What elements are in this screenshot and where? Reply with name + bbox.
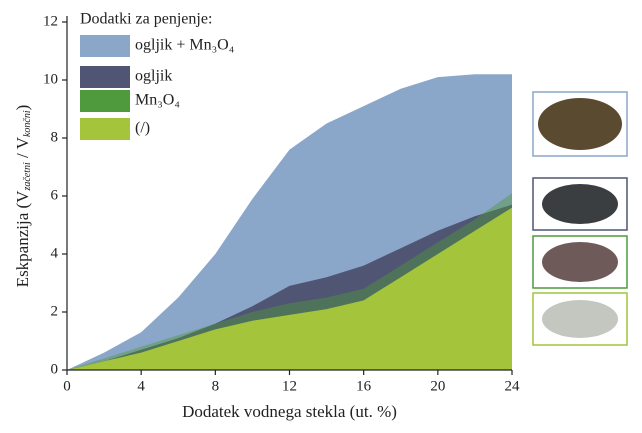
- y-axis-title-part: Eskpanzija (V: [13, 190, 32, 287]
- x-axis-title: Dodatek vodnega stekla (ut. %): [182, 402, 397, 421]
- legend-label: (/): [135, 120, 150, 137]
- legend-label: Mn₃O₄: [135, 92, 180, 109]
- y-axis-title-part: končni: [22, 110, 33, 137]
- x-tick-label: 16: [356, 378, 372, 394]
- x-tick-label: 8: [212, 378, 220, 394]
- y-axis-title-part: ): [13, 105, 32, 111]
- y-tick-label: 6: [51, 187, 59, 203]
- photos: [532, 91, 628, 346]
- y-axis-title: Eskpanzija (Vzačetni / Vkončni): [13, 105, 33, 288]
- x-tick-label: 24: [505, 378, 521, 394]
- legend-label: ogljik: [135, 68, 172, 85]
- y-tick-label: 12: [43, 13, 58, 29]
- legend-swatch: [80, 90, 130, 112]
- y-axis-title-part: začetni: [22, 162, 33, 192]
- y-tick-label: 10: [43, 71, 58, 87]
- x-tick-label: 0: [63, 378, 71, 394]
- y-axis-title-part: / V: [13, 136, 32, 162]
- legend-swatch: [80, 66, 130, 88]
- x-tick-label: 12: [282, 378, 297, 394]
- legend-label: ogljik + Mn₃O₄: [135, 37, 235, 54]
- area: [67, 207, 512, 370]
- x-tick-label: 20: [430, 378, 445, 394]
- y-tick-label: 8: [51, 129, 59, 145]
- y-tick-label: 0: [51, 361, 59, 377]
- legend-swatch: [80, 35, 130, 57]
- legend-title: Dodatki za penjenje:: [80, 11, 212, 28]
- x-tick-label: 4: [137, 378, 145, 394]
- y-tick-label: 4: [51, 245, 59, 261]
- y-tick-label: 2: [51, 303, 59, 319]
- legend-swatch: [80, 118, 130, 140]
